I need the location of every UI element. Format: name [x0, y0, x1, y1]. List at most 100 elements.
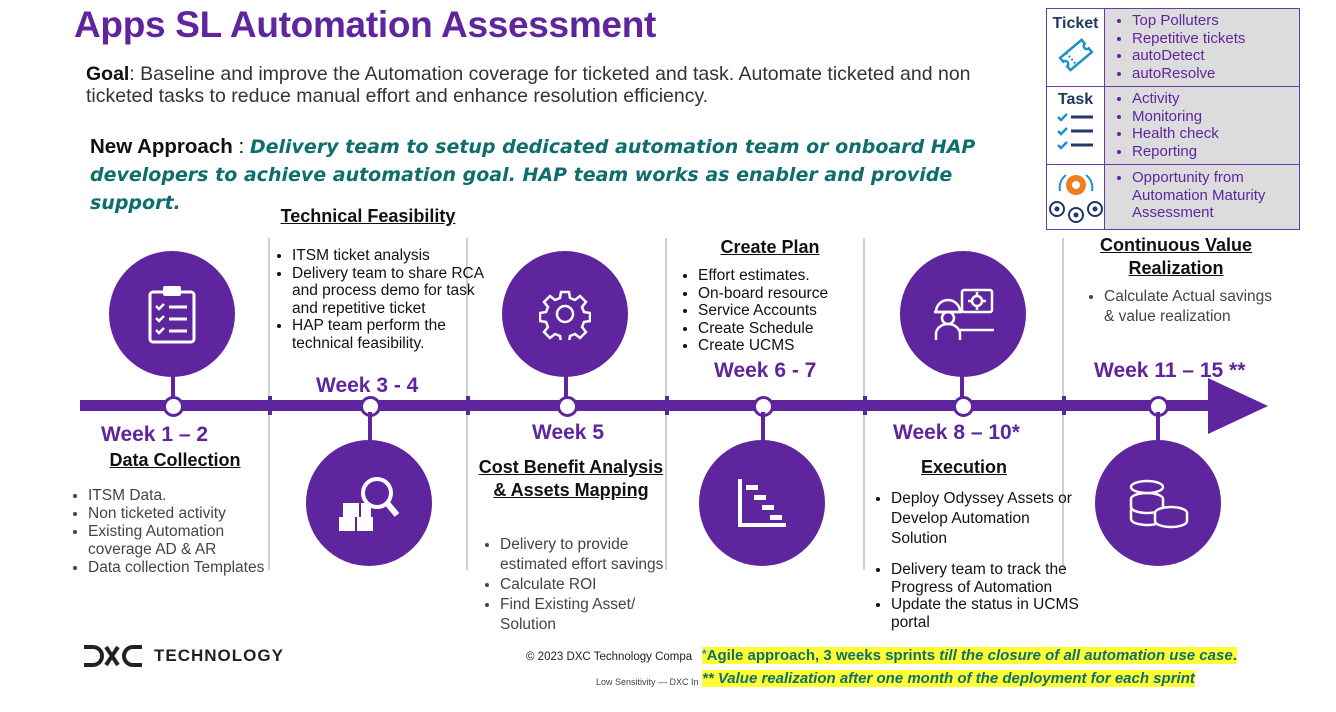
footnote-agile-main: Agile approach, 3 weeks sprints: [706, 647, 940, 664]
copyright-text: © 2023 DXC Technology Compa: [526, 651, 693, 663]
footnote-agile-italic: till the closure of all automation use c…: [939, 647, 1233, 664]
phase-6-list: Calculate Actual savings & value realiza…: [1086, 287, 1274, 327]
page-title: Apps SL Automation Assessment: [74, 4, 657, 45]
approach-label: New Approach: [90, 135, 233, 158]
list-item: Existing Automation coverage AD & AR: [88, 523, 273, 559]
sensitivity-label: Low Sensitivity — DXC In: [596, 677, 699, 687]
list-item: ITSM ticket analysis: [292, 247, 488, 265]
list-item: Deploy Odyssey Assets or Develop Automat…: [891, 489, 1079, 549]
phase-2-list: ITSM ticket analysis Delivery team to sh…: [274, 247, 488, 353]
phase-6-icon-circle: [1095, 440, 1221, 566]
list-item: Delivery to provide estimated effort sav…: [500, 535, 680, 575]
list-item: Monitoring: [1132, 108, 1299, 126]
footnote-agile-marker: *: [702, 647, 707, 661]
legend-ticket-list-cell: Top Polluters Repetitive tickets autoDet…: [1105, 9, 1299, 86]
list-item: Find Existing Asset/ Solution: [500, 595, 680, 635]
coins-stack-icon: [1129, 479, 1189, 529]
phase-3-icon-circle: [502, 251, 628, 377]
legend-task-cell: Task: [1047, 87, 1105, 164]
approach-text: New Approach : Delivery team to setup de…: [90, 133, 1030, 217]
phase-1-week: Week 1 – 2: [101, 423, 209, 446]
list-item: ITSM Data.: [88, 487, 273, 505]
legend-ticket-label: Ticket: [1052, 15, 1099, 32]
timeline-tick: [665, 396, 669, 415]
list-item: HAP team perform the technical feasibili…: [292, 317, 488, 352]
phase-2-icon-circle: [306, 440, 432, 566]
list-item: Effort estimates.: [698, 267, 884, 285]
phase-4-stem: [761, 412, 765, 442]
logo-text: TECHNOLOGY: [154, 646, 284, 665]
gear-icon: [539, 290, 591, 340]
list-item: Repetitive tickets: [1132, 30, 1299, 48]
phase-4-week: Week 6 - 7: [714, 359, 817, 382]
phase-2-week: Week 3 - 4: [316, 374, 419, 397]
legend-task-list-cell: Activity Monitoring Health check Reporti…: [1105, 87, 1299, 164]
footnote-agile: *Agile approach, 3 weeks sprints till th…: [702, 647, 1237, 664]
ticket-icon: [1057, 38, 1094, 72]
legend-maturity-cell: [1047, 165, 1105, 229]
magnify-boxes-icon: [339, 477, 400, 531]
list-item: Create UCMS: [698, 337, 884, 355]
phase-3-marker: [557, 396, 578, 417]
list-item: Activity: [1132, 90, 1299, 108]
phase-6-heading: Continuous Value Realization: [1099, 235, 1252, 278]
phase-2-stem: [368, 412, 372, 442]
legend-maturity-list: Opportunity from Automation Maturity Ass…: [1105, 169, 1299, 222]
engineer-gear-icon: [934, 288, 994, 340]
phase-5-week: Week 8 – 10*: [893, 421, 1020, 444]
phase-4-heading: Create Plan: [720, 237, 820, 257]
list-item: On-board resource: [698, 285, 884, 303]
legend-ticket-row: Ticket Top Polluters Repetitive tickets …: [1047, 9, 1299, 87]
list-item: Health check: [1132, 125, 1299, 143]
list-item: Create Schedule: [698, 320, 884, 338]
list-item: Calculate ROI: [500, 575, 680, 595]
phase-6-week: Week 11 – 15 **: [1094, 359, 1246, 382]
approach-separator: :: [232, 135, 250, 158]
phase-5-stem: [960, 374, 964, 402]
dxc-logo: TECHNOLOGY: [82, 645, 284, 667]
phase-1-heading: Data Collection: [109, 450, 241, 470]
goal-text: Goal: Baseline and improve the Automatio…: [86, 63, 1026, 107]
list-item: Service Accounts: [698, 302, 884, 320]
footnote-value: ** Value realization after one month of …: [702, 670, 1195, 687]
phase-5-icon-circle: [900, 251, 1026, 377]
clipboard-checklist-icon: [148, 286, 196, 344]
legend-maturity-list-cell: Opportunity from Automation Maturity Ass…: [1105, 165, 1299, 229]
approach-description: Delivery team to setup dedicated automat…: [90, 136, 976, 214]
list-item: autoResolve: [1132, 65, 1299, 83]
list-item: Data collection Templates: [88, 559, 273, 577]
list-item: autoDetect: [1132, 47, 1299, 65]
phase-3-heading: Cost Benefit Analysis & Assets Mapping: [478, 457, 664, 500]
dxc-logo-mark: [84, 645, 142, 667]
list-item: Calculate Actual savings & value realiza…: [1104, 287, 1274, 327]
phase-2-heading: Technical Feasibility: [280, 206, 456, 226]
timeline-arrowhead: [1208, 378, 1268, 434]
phase-3-list: Delivery to provide estimated effort sav…: [482, 535, 680, 635]
legend-task-list: Activity Monitoring Health check Reporti…: [1105, 90, 1299, 160]
list-item: Top Polluters: [1132, 12, 1299, 30]
goal-description: : Baseline and improve the Automation co…: [86, 63, 971, 107]
goal-label: Goal: [86, 63, 130, 85]
phase-4-list: Effort estimates. On-board resource Serv…: [680, 267, 884, 355]
list-item: Delivery team to share RCA and process d…: [292, 265, 488, 318]
legend-task-label: Task: [1057, 91, 1094, 108]
timeline-line: [80, 400, 1240, 411]
list-item: Reporting: [1132, 143, 1299, 161]
legend-task-row: Task Activity Monitoring Health check Re…: [1047, 87, 1299, 165]
timeline-tick: [863, 396, 867, 415]
phase-5-marker: [953, 396, 974, 417]
phase-3-week: Week 5: [532, 421, 604, 444]
gear-network-icon: [1048, 174, 1103, 223]
footnote-agile-end: .: [1232, 647, 1237, 664]
phase-5-list: Deploy Odyssey Assets or Develop Automat…: [873, 489, 1079, 631]
legend-box: Ticket Top Polluters Repetitive tickets …: [1046, 8, 1300, 230]
list-item: Update the status in UCMS portal: [891, 596, 1079, 631]
list-item: Opportunity from Automation Maturity Ass…: [1132, 169, 1299, 222]
list-item: Delivery team to track the Progress of A…: [891, 561, 1079, 596]
phase-3-stem: [564, 374, 568, 402]
phase-1-marker: [163, 396, 184, 417]
phase-1-icon-circle: [109, 251, 235, 377]
legend-ticket-list: Top Polluters Repetitive tickets autoDet…: [1105, 12, 1299, 82]
legend-maturity-row: Opportunity from Automation Maturity Ass…: [1047, 165, 1299, 229]
checklist-icon: [1056, 113, 1093, 150]
